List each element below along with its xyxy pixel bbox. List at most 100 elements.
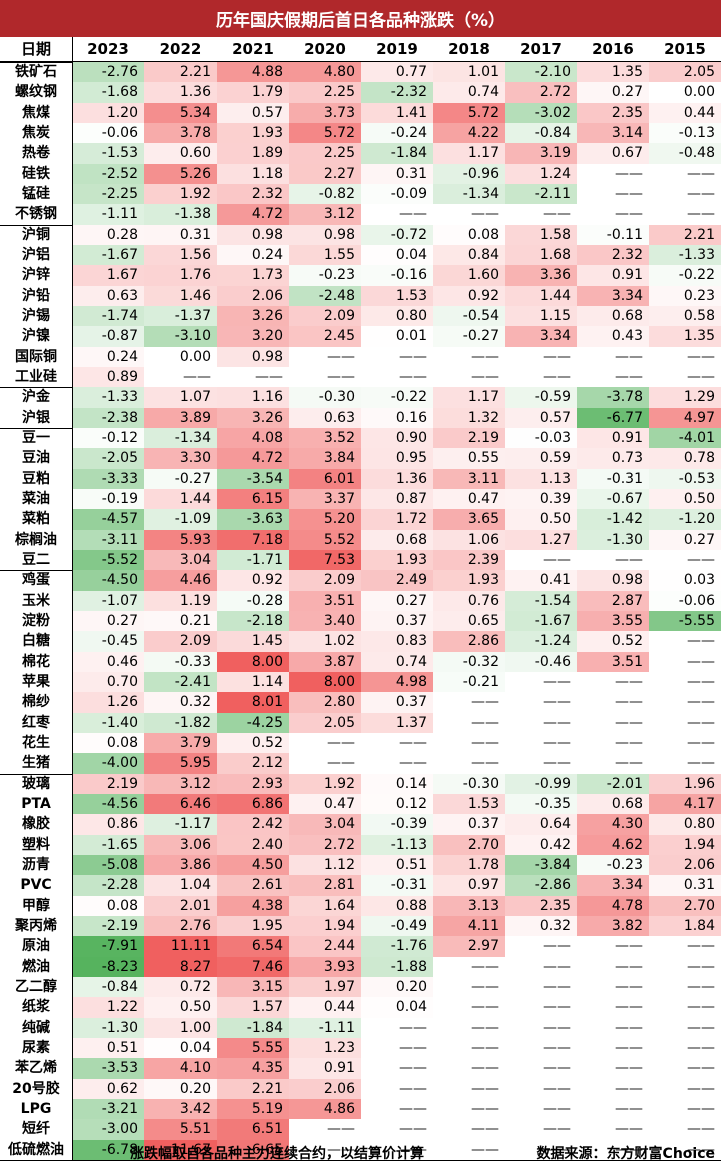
heatmap-cell: 0.03 — [649, 570, 721, 591]
heatmap-cell: 0.51 — [72, 1037, 144, 1059]
heatmap-cell: -0.11 — [577, 224, 649, 245]
heatmap-cell: 0.63 — [289, 407, 361, 428]
commodity-name: 苹果 — [22, 673, 50, 690]
heatmap-cell: —— — [649, 1119, 721, 1140]
heatmap-cell: 4.50 — [217, 854, 289, 876]
heatmap-cell: 4.08 — [217, 427, 289, 449]
heatmap-cell: —— — [505, 1017, 577, 1038]
heatmap-cell: -0.82 — [289, 183, 361, 205]
heatmap-cell: 4.22 — [433, 122, 505, 144]
heatmap-cell: -0.31 — [577, 468, 649, 489]
heatmap-cell: —— — [361, 1017, 433, 1038]
heatmap-cell: 0.57 — [217, 102, 289, 123]
commodity-name: 硅铁 — [22, 165, 50, 182]
heatmap-cell: 2.09 — [289, 570, 361, 591]
heatmap-cell: -0.27 — [144, 468, 217, 489]
heatmap-cell: 7.18 — [217, 529, 289, 550]
heatmap-cell: —— — [361, 1139, 433, 1160]
heatmap-cell: 8.00 — [289, 671, 361, 693]
heatmap-cell: 0.12 — [361, 793, 433, 815]
heatmap-cell: 0.89 — [72, 366, 144, 388]
heatmap-cell: -1.67 — [505, 610, 577, 632]
heatmap-cell: —— — [433, 1078, 505, 1099]
commodity-name: 纸浆 — [22, 999, 50, 1016]
heatmap-cell: 1.36 — [144, 82, 217, 103]
commodity-name: 豆油 — [22, 450, 50, 467]
heatmap-cell: 6.46 — [144, 793, 217, 815]
heatmap-cell: 1.37 — [361, 712, 433, 733]
commodity-name: 沪锌 — [22, 267, 50, 284]
heatmap-cell: 0.90 — [361, 427, 433, 449]
heatmap-cell: -2.19 — [72, 915, 144, 937]
heatmap-cell: 2.06 — [217, 285, 289, 306]
heatmap-cell: 2.72 — [505, 82, 577, 103]
heatmap-cell: 0.20 — [361, 976, 433, 998]
heatmap-cell: 3.79 — [144, 732, 217, 754]
heatmap-cell: 2.32 — [577, 244, 649, 266]
heatmap-cell: 1.00 — [144, 1017, 217, 1038]
heatmap-cell: 1.07 — [144, 387, 217, 408]
heatmap-cell: 0.47 — [289, 793, 361, 815]
row-header-label: 日期 — [20, 40, 51, 58]
heatmap-cell: —— — [433, 1058, 505, 1079]
column-header-year: 2023 — [87, 40, 129, 58]
heatmap-cell: —— — [505, 956, 577, 977]
heatmap-cell: 3.52 — [289, 427, 361, 449]
heatmap-cell: -0.87 — [72, 326, 144, 347]
commodity-name: 玻璃 — [22, 775, 50, 792]
commodity-name: 焦炭 — [22, 124, 50, 141]
commodity-name: 豆粕 — [22, 470, 50, 487]
heatmap-cell: 6.54 — [217, 936, 289, 957]
heatmap-cell: —— — [649, 549, 721, 571]
heatmap-cell: —— — [577, 204, 649, 225]
heatmap-cell: -2.25 — [72, 183, 144, 205]
heatmap-cell: 3.19 — [505, 143, 577, 164]
commodity-name: 工业硅 — [15, 368, 57, 385]
heatmap-cell: -1.33 — [649, 244, 721, 266]
commodity-name: 国际铜 — [15, 348, 57, 365]
heatmap-cell: —— — [577, 976, 649, 998]
heatmap-cell: 4.80 — [289, 62, 361, 83]
heatmap-cell: —— — [361, 366, 433, 388]
heatmap-cell: 1.23 — [289, 1037, 361, 1059]
heatmap-cell: 1.93 — [361, 549, 433, 571]
commodity-name: 豆二 — [22, 551, 50, 568]
heatmap-cell: -0.22 — [361, 387, 433, 408]
commodity-name: 塑料 — [22, 836, 50, 853]
heatmap-cell: —— — [649, 1139, 721, 1160]
heatmap-cell: 1.36 — [361, 468, 433, 489]
heatmap-cell: —— — [361, 1098, 433, 1120]
heatmap-cell: 2.06 — [289, 1078, 361, 1099]
column-header-year: 2015 — [664, 40, 706, 58]
heatmap-cell: 1.56 — [144, 244, 217, 266]
heatmap-cell: -0.35 — [505, 793, 577, 815]
heatmap-cell: -1.11 — [72, 204, 144, 225]
heatmap-cell: -3.54 — [217, 468, 289, 489]
heatmap-cell: 1.94 — [649, 834, 721, 855]
heatmap-cell: 0.00 — [649, 82, 721, 103]
commodity-name: 沪镍 — [22, 328, 50, 345]
heatmap-cell: 0.87 — [361, 488, 433, 510]
heatmap-cell: 2.27 — [289, 163, 361, 184]
heatmap-cell: -1.09 — [144, 509, 217, 530]
heatmap-cell: 3.93 — [289, 956, 361, 977]
heatmap-cell: 1.46 — [144, 285, 217, 306]
heatmap-cell: —— — [649, 1058, 721, 1079]
heatmap-cell: -2.76 — [72, 62, 144, 83]
heatmap-cell: —— — [433, 1119, 505, 1140]
heatmap-cell: 0.74 — [433, 82, 505, 103]
column-header-year: 2021 — [232, 40, 274, 58]
heatmap-cell: —— — [649, 712, 721, 733]
heatmap-cell: 0.74 — [361, 651, 433, 672]
heatmap-cell: 0.08 — [72, 895, 144, 916]
heatmap-cell: 0.32 — [144, 692, 217, 713]
heatmap-cell: 4.11 — [433, 915, 505, 937]
heatmap-cell: 0.91 — [577, 427, 649, 449]
heatmap-cell: —— — [505, 366, 577, 388]
heatmap-cell: 2.80 — [289, 692, 361, 713]
heatmap-cell: 5.19 — [217, 1098, 289, 1120]
heatmap-cell: 8.01 — [217, 692, 289, 713]
heatmap-cell: 0.50 — [144, 997, 217, 1018]
heatmap-cell: -0.12 — [72, 427, 144, 449]
column-header-year: 2017 — [520, 40, 562, 58]
